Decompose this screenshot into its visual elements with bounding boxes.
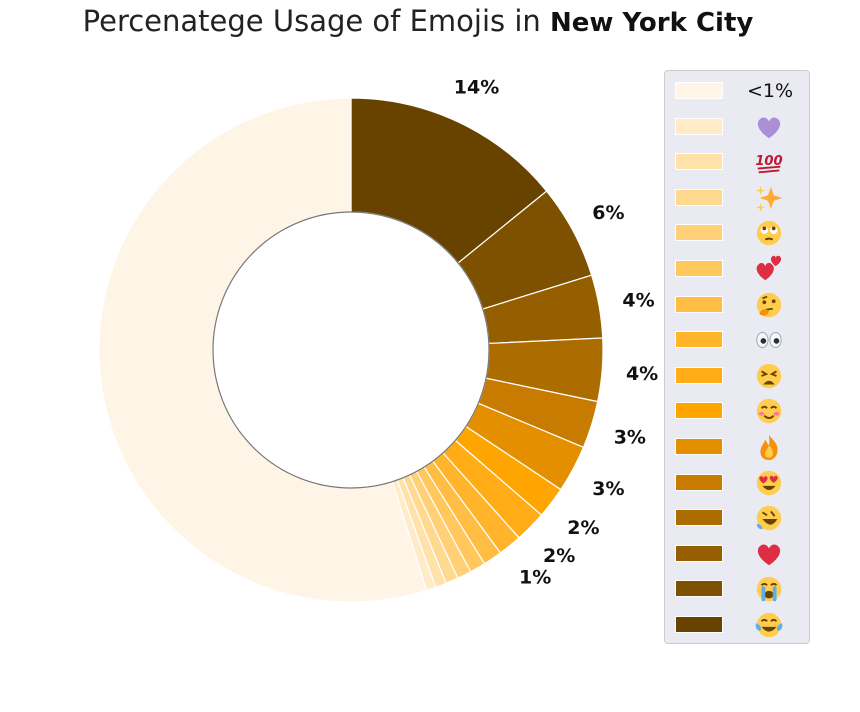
- sparkles-icon: [755, 185, 783, 212]
- legend-swatch: [675, 260, 723, 277]
- legend-item: [665, 571, 811, 607]
- legend-item: 100: [665, 144, 811, 180]
- slice-percent-label: 4%: [622, 289, 654, 311]
- slice-percent-label: 4%: [626, 363, 658, 385]
- smiling-blush-icon: [756, 399, 782, 424]
- legend-swatch: [675, 117, 723, 135]
- legend-swatch: [675, 153, 723, 171]
- eye-roll-icon: [756, 221, 782, 246]
- legend-item: [665, 465, 811, 501]
- legend-swatch: [675, 82, 723, 99]
- purple-heart-icon: [757, 117, 781, 138]
- legend-label: <1%: [746, 80, 794, 102]
- donut-hole: [212, 211, 490, 489]
- legend-item: [665, 322, 811, 358]
- chart-title-prefix: Percenatege Usage of Emojis in: [82, 4, 541, 38]
- slice-percent-label: 6%: [592, 202, 624, 224]
- chart-title-city: New York City: [550, 8, 754, 38]
- fire-icon: [760, 434, 778, 461]
- legend-swatch: [675, 402, 723, 420]
- loudly-crying-icon: [756, 577, 782, 602]
- legend-item: [665, 607, 811, 643]
- legend-swatch: [675, 224, 723, 242]
- legend-item: [665, 358, 811, 394]
- svg-text:100: 100: [755, 154, 782, 169]
- legend-item: [665, 215, 811, 251]
- rofl-icon: [756, 506, 782, 531]
- legend-item: [665, 287, 811, 323]
- weary-icon: [756, 363, 782, 388]
- slice-percent-label: 3%: [614, 427, 646, 449]
- legend-swatch: [675, 188, 723, 206]
- legend-swatch: [675, 331, 723, 349]
- legend-swatch: [675, 509, 723, 527]
- legend-item: [665, 536, 811, 572]
- thinking-icon: [756, 292, 782, 317]
- slice-percent-label: 14%: [454, 76, 499, 98]
- legend-item: <1%: [665, 73, 811, 109]
- legend-swatch: [675, 366, 723, 384]
- legend-swatch: [675, 544, 723, 562]
- legend-item: [665, 180, 811, 216]
- slice-percent-label: 2%: [543, 545, 575, 567]
- two-hearts-icon: [756, 255, 782, 281]
- slice-percent-label: 2%: [567, 517, 599, 539]
- red-heart-icon: [757, 544, 781, 566]
- chart-title: Percenatege Usage of Emojis in New York …: [0, 4, 836, 38]
- legend-swatch: [675, 473, 723, 491]
- slice-percent-label: 1%: [519, 567, 551, 589]
- slice-percent-label: 3%: [592, 478, 624, 500]
- hundred-icon: 100: [755, 154, 783, 174]
- legend-swatch: [675, 580, 723, 598]
- legend: <1% 100: [664, 70, 810, 644]
- legend-item: [665, 251, 811, 287]
- eyes-icon: [756, 332, 782, 349]
- legend-item: [665, 500, 811, 536]
- legend-item: [665, 393, 811, 429]
- tears-of-joy-icon: [755, 612, 783, 638]
- heart-eyes-icon: [756, 470, 782, 495]
- legend-item: [665, 429, 811, 465]
- legend-swatch: [675, 295, 723, 313]
- legend-item: [665, 109, 811, 145]
- legend-swatch: [675, 616, 723, 633]
- legend-swatch: [675, 438, 723, 455]
